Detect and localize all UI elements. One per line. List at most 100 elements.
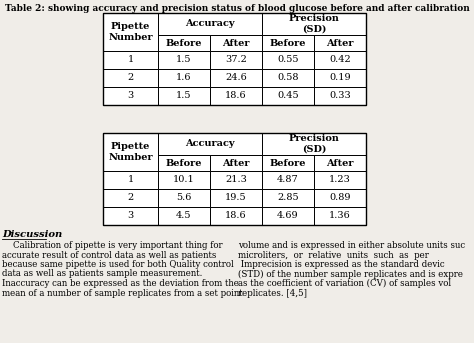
Text: 24.6: 24.6 (225, 73, 247, 83)
Text: volume and is expressed in either absolute units suc: volume and is expressed in either absolu… (238, 241, 465, 250)
Text: Before: Before (270, 158, 306, 167)
Bar (103, 133, 366, 225)
Bar (103, 189, 158, 207)
Text: 21.3: 21.3 (225, 176, 247, 185)
Text: Precision
(SD): Precision (SD) (289, 134, 339, 154)
Text: 4.5: 4.5 (176, 212, 192, 221)
Text: 18.6: 18.6 (225, 212, 247, 221)
Text: 37.2: 37.2 (225, 56, 247, 64)
Bar (103, 51, 158, 69)
Bar (262, 13, 366, 35)
Text: 0.58: 0.58 (277, 73, 299, 83)
Text: 1.5: 1.5 (176, 56, 192, 64)
Bar (314, 87, 366, 105)
Text: 10.1: 10.1 (173, 176, 195, 185)
Text: Before: Before (270, 38, 306, 47)
Text: mean of a number of sample replicates from a set point: mean of a number of sample replicates fr… (2, 288, 243, 297)
Bar (210, 207, 262, 225)
Text: After: After (222, 158, 250, 167)
Bar (158, 51, 210, 69)
Text: 18.6: 18.6 (225, 92, 247, 100)
Text: 1.36: 1.36 (329, 212, 351, 221)
Text: replicates. [4,5]: replicates. [4,5] (238, 288, 307, 297)
Text: 1.6: 1.6 (176, 73, 192, 83)
Bar (210, 35, 262, 51)
Text: Discussion: Discussion (2, 230, 62, 239)
Text: Before: Before (166, 158, 202, 167)
Text: 4.87: 4.87 (277, 176, 299, 185)
Bar (158, 13, 262, 35)
Bar (314, 35, 366, 51)
Bar (210, 155, 262, 171)
Text: 0.89: 0.89 (329, 193, 351, 202)
Text: 4.69: 4.69 (277, 212, 299, 221)
Bar (103, 13, 366, 105)
Text: because same pipette is used for both Quality control: because same pipette is used for both Qu… (2, 260, 234, 269)
Text: Accuracy: Accuracy (185, 20, 235, 28)
Text: as the coefficient of variation (CV) of samples vol: as the coefficient of variation (CV) of … (238, 279, 451, 288)
Bar (103, 87, 158, 105)
Text: 1.5: 1.5 (176, 92, 192, 100)
Bar (158, 189, 210, 207)
Text: (STD) of the number sample replicates and is expre: (STD) of the number sample replicates an… (238, 270, 463, 279)
Text: accurate result of control data as well as patients: accurate result of control data as well … (2, 250, 216, 260)
Text: 5.6: 5.6 (176, 193, 191, 202)
Text: Imprecision is expressed as the standard devic: Imprecision is expressed as the standard… (238, 260, 445, 269)
Text: 2: 2 (128, 73, 134, 83)
Bar (262, 155, 314, 171)
Text: 0.19: 0.19 (329, 73, 351, 83)
Bar (262, 189, 314, 207)
Bar (314, 69, 366, 87)
Text: Inaccuracy can be expressed as the deviation from the: Inaccuracy can be expressed as the devia… (2, 279, 239, 288)
Text: After: After (326, 158, 354, 167)
Text: Accuracy: Accuracy (185, 140, 235, 149)
Text: 2: 2 (128, 193, 134, 202)
Text: 3: 3 (128, 92, 134, 100)
Text: 1: 1 (128, 56, 134, 64)
Text: 3: 3 (128, 212, 134, 221)
Bar (262, 207, 314, 225)
Bar (210, 189, 262, 207)
Bar (158, 69, 210, 87)
Bar (262, 51, 314, 69)
Text: Before: Before (166, 38, 202, 47)
Bar (262, 87, 314, 105)
Bar (103, 171, 158, 189)
Bar (158, 35, 210, 51)
Bar (314, 207, 366, 225)
Text: 2.85: 2.85 (277, 193, 299, 202)
Text: Calibration of pipette is very important thing for: Calibration of pipette is very important… (2, 241, 223, 250)
Bar (210, 171, 262, 189)
Text: 1.23: 1.23 (329, 176, 351, 185)
Bar (158, 171, 210, 189)
Bar (103, 69, 158, 87)
Bar (103, 13, 158, 51)
Text: 1: 1 (128, 176, 134, 185)
Text: Pipette
Number: Pipette Number (108, 22, 153, 42)
Text: microliters,  or  relative  units  such  as  per: microliters, or relative units such as p… (238, 250, 429, 260)
Text: After: After (326, 38, 354, 47)
Bar (210, 87, 262, 105)
Bar (103, 133, 158, 171)
Text: 0.45: 0.45 (277, 92, 299, 100)
Bar (262, 69, 314, 87)
Text: 19.5: 19.5 (225, 193, 247, 202)
Text: 0.55: 0.55 (277, 56, 299, 64)
Text: Precision
(SD): Precision (SD) (289, 14, 339, 34)
Bar (210, 51, 262, 69)
Text: After: After (222, 38, 250, 47)
Bar (314, 171, 366, 189)
Bar (314, 51, 366, 69)
Text: Pipette
Number: Pipette Number (108, 142, 153, 162)
Bar (158, 155, 210, 171)
Text: 0.42: 0.42 (329, 56, 351, 64)
Bar (158, 87, 210, 105)
Bar (314, 155, 366, 171)
Bar (262, 133, 366, 155)
Bar (262, 171, 314, 189)
Bar (262, 35, 314, 51)
Text: 0.33: 0.33 (329, 92, 351, 100)
Bar (158, 207, 210, 225)
Text: Table 2: showing accuracy and precision status of blood glucose before and after: Table 2: showing accuracy and precision … (5, 4, 469, 13)
Bar (103, 207, 158, 225)
